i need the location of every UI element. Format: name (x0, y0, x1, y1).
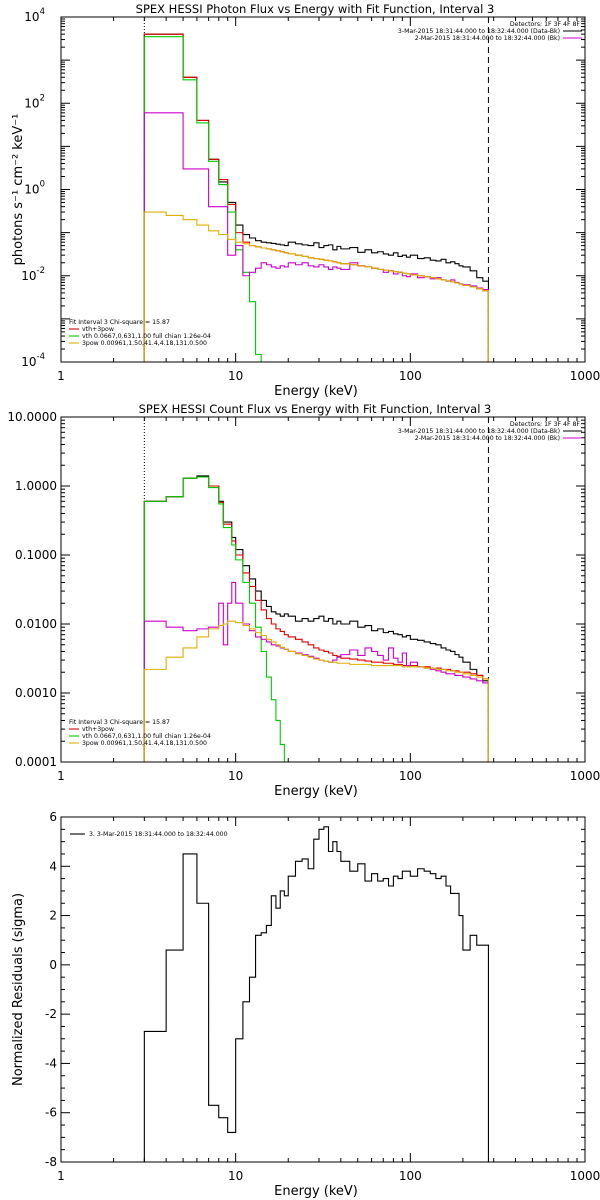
y-tick-label: -6 (45, 1106, 57, 1120)
legend-entry: 2-Mar-2015 18:31:44.000 to 18:32:44.000 … (415, 435, 560, 442)
y-tick-label: 102 (24, 93, 45, 110)
y-tick-label: -2 (45, 1007, 57, 1021)
series-group (143, 475, 489, 762)
series-background (143, 581, 489, 762)
y-tick-label: 4 (49, 859, 57, 873)
x-tick-label: 1000 (570, 1169, 600, 1183)
x-tick-label: 1 (57, 769, 65, 783)
legend-top-right: Detectors: 1F 3F 4F 8F3-Mar-2015 18:31:4… (398, 421, 582, 442)
x-axis-label: Energy (keV) (274, 1184, 358, 1199)
x-tick-label: 1000 (570, 769, 600, 783)
y-tick-label: 1.0000 (15, 479, 57, 493)
legend-entry: vth 0.0667,0.631,1.00 full chian 1.26e-0… (82, 333, 211, 340)
y-tick-label: 0.0100 (15, 617, 57, 631)
series-group (143, 826, 489, 1162)
x-tick-label: 1 (57, 369, 65, 383)
series-group (143, 33, 489, 362)
chart-title: SPEX HESSI Count Flux vs Energy with Fit… (139, 402, 492, 416)
series-data (143, 475, 489, 762)
x-tick-label: 10 (228, 369, 243, 383)
x-axis-label: Energy (keV) (274, 784, 358, 799)
series-data (143, 33, 489, 362)
legend-entry: 3. 3-Mar-2015 18:31:44.000 to 18:32:44.0… (89, 831, 228, 838)
legend-top-left: 3. 3-Mar-2015 18:31:44.000 to 18:32:44.0… (70, 831, 228, 838)
x-axis-label: Energy (keV) (274, 384, 358, 399)
series-vth (143, 36, 262, 362)
legend-bottom-left: Fit Interval 3 Chi-square = 15.87vth+3po… (69, 319, 211, 347)
y-tick-label: -4 (45, 1056, 57, 1070)
plot-frame (60, 816, 586, 1163)
y-ticks: 0.0001 0.0010 0.0100 0.1000 1.0000 10.0000 (7, 410, 585, 769)
panel-2: SPEX HESSI Count Flux vs Energy with Fit… (7, 402, 600, 799)
panel-1: SPEX HESSI Photon Flux vs Energy with Fi… (11, 2, 600, 399)
plot-frame (60, 16, 586, 363)
legend-entry: Detectors: 1F 3F 4F 8F (510, 421, 581, 428)
y-axis-label: Normalized Residuals (sigma) (11, 893, 26, 1086)
legend-bottom-left: Fit Interval 3 Chi-square = 15.87vth+3po… (69, 719, 211, 747)
y-tick-label: 0 (49, 958, 57, 972)
x-tick-label: 100 (399, 1169, 422, 1183)
series-3pow (143, 211, 489, 362)
series-3pow (143, 620, 489, 762)
x-tick-label: 100 (399, 369, 422, 383)
x-tick-label: 100 (399, 769, 422, 783)
legend-entry: Fit Interval 3 Chi-square = 15.87 (69, 319, 170, 326)
y-tick-label: -8 (45, 1155, 57, 1169)
legend-entry: Detectors: 1F 3F 4F 8F (510, 21, 581, 28)
x-tick-label: 1000 (570, 369, 600, 383)
x-tick-label: 1 (57, 1169, 65, 1183)
y-axis-label: photons s⁻¹ cm⁻² keV⁻¹ (11, 114, 26, 266)
x-ticks: 1 10 100 1000 (57, 417, 600, 783)
x-tick-label: 10 (228, 769, 243, 783)
panel-3: 1 10 100 1000 -8 -6 -4 -2 0 2 4 6 Energy (keV) Normal… (11, 810, 600, 1199)
legend-entry: vth 0.0667,0.631,1.00 full chian 1.26e-0… (82, 733, 211, 740)
legend-entry: 3-Mar-2015 18:31:44.000 to 18:32:44.000 … (398, 428, 560, 435)
legend-entry: vth+3pow (82, 326, 114, 333)
legend-entry: 2-Mar-2015 18:31:44.000 to 18:32:44.000 … (415, 35, 560, 42)
x-ticks: 1 10 100 1000 (57, 817, 600, 1183)
chart-title: SPEX HESSI Photon Flux vs Energy with Fi… (136, 2, 495, 16)
y-tick-label: 10-2 (21, 266, 45, 283)
legend-entry: 3-Mar-2015 18:31:44.000 to 18:32:44.000 … (398, 28, 560, 35)
legend-entry: 3pow 0.00961,1.50,41.4,4.18,131,0.500 (82, 740, 207, 747)
y-tick-label: 6 (49, 810, 57, 824)
legend-entry: vth+3pow (82, 726, 114, 733)
series-residuals (143, 826, 489, 1162)
y-tick-label: 0.0010 (15, 686, 57, 700)
y-tick-label: 10-4 (21, 352, 45, 369)
y-tick-label: 0.1000 (15, 548, 57, 562)
y-tick-label: 100 (24, 180, 45, 197)
series-vth (143, 476, 285, 762)
y-tick-label: 10.0000 (7, 410, 57, 424)
legend-entry: Fit Interval 3 Chi-square = 15.87 (69, 719, 170, 726)
x-ticks: 1 10 100 1000 (57, 17, 600, 383)
legend-top-right: Detectors: 1F 3F 4F 8F3-Mar-2015 18:31:4… (398, 21, 582, 42)
series-background (143, 112, 489, 362)
y-ticks: 10-4 10-2 100 102 104 (21, 7, 585, 369)
series-vth-3pow (143, 33, 489, 362)
y-tick-label: 104 (24, 7, 45, 24)
series-vth-3pow (143, 476, 489, 762)
y-tick-label: 2 (49, 909, 57, 923)
plot-frame (60, 416, 586, 763)
y-ticks: -8 -6 -4 -2 0 2 4 6 (45, 810, 585, 1169)
legend-entry: 3pow 0.00961,1.50,41.4,4.18,131,0.500 (82, 340, 207, 347)
y-tick-label: 0.0001 (15, 755, 57, 769)
x-tick-label: 10 (228, 1169, 243, 1183)
